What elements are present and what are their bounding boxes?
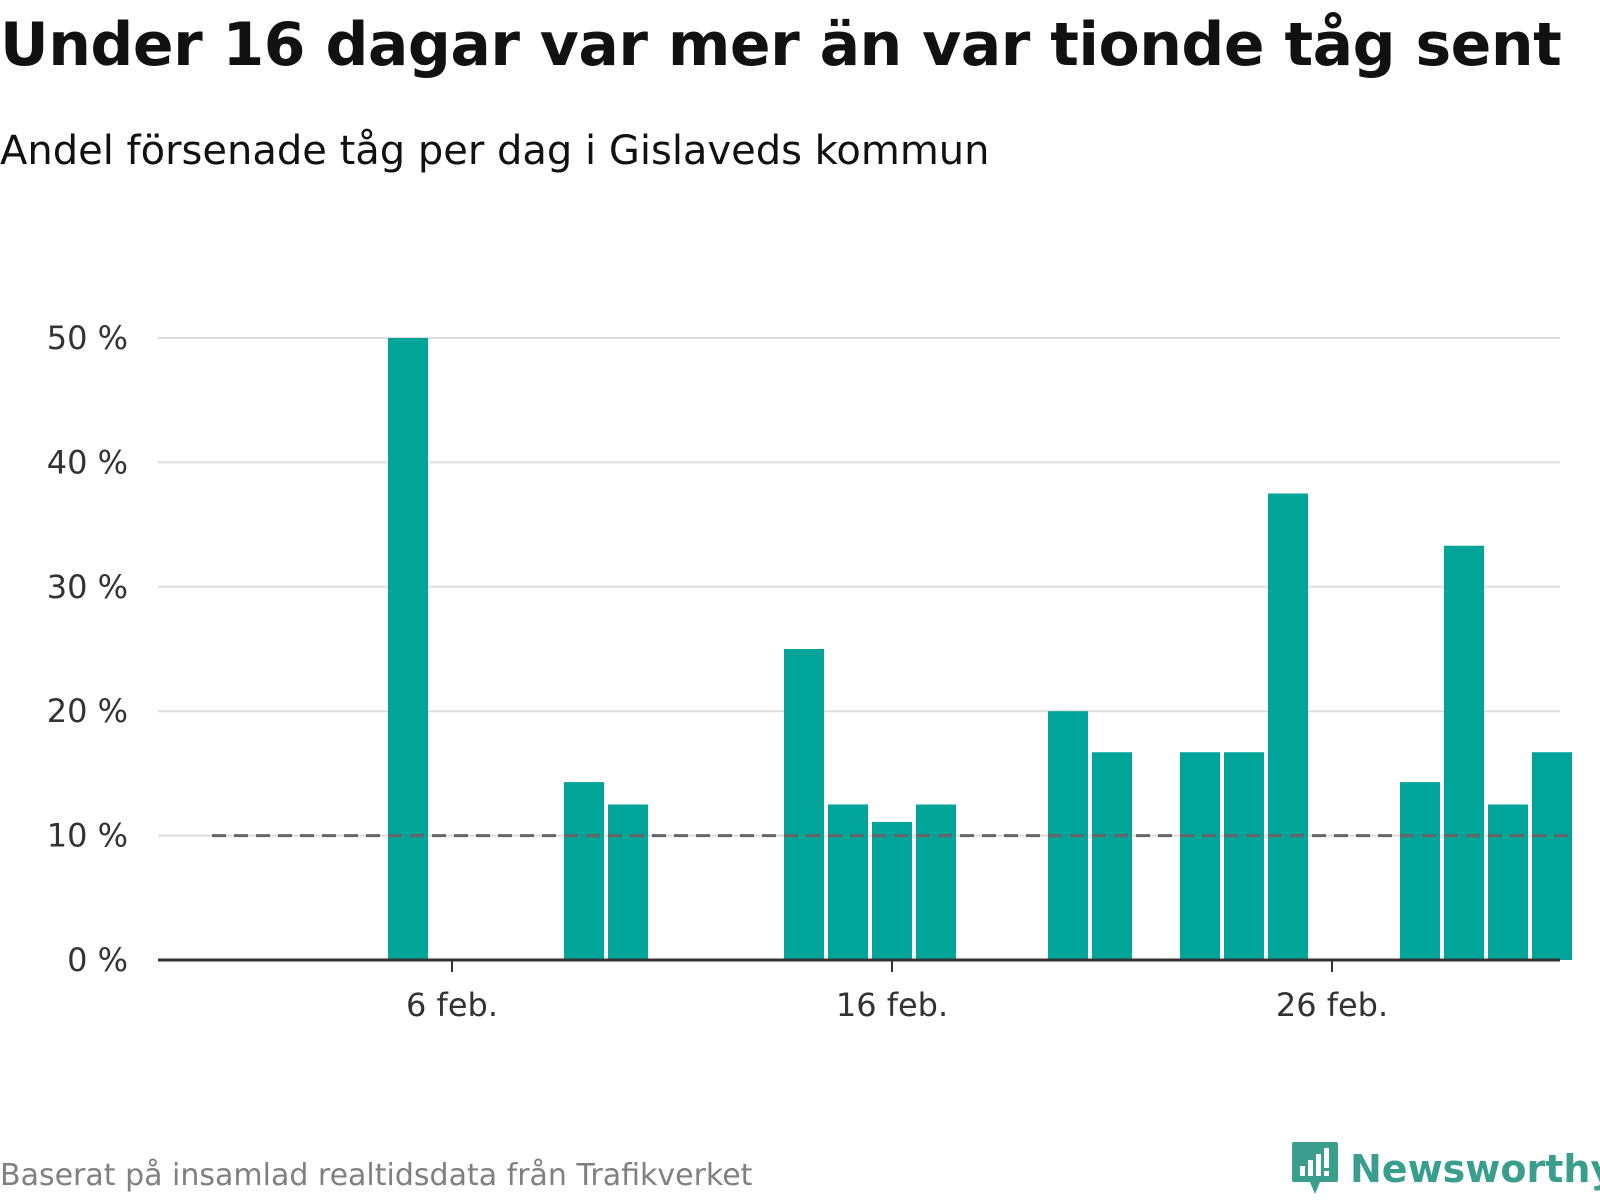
y-tick-label: 30 %	[47, 568, 128, 606]
chart-title: Under 16 dagar var mer än var tionde tåg…	[0, 10, 1562, 80]
bar	[1224, 752, 1264, 960]
bar	[1444, 545, 1484, 960]
bar	[1092, 752, 1132, 960]
source-note: Baserat på insamlad realtidsdata från Tr…	[0, 1158, 753, 1193]
bar	[916, 804, 956, 960]
y-axis-ticks: 0 % 10 % 20 % 30 % 40 % 50 %	[47, 319, 128, 979]
newsworthy-logo-text: Newsworthy	[1350, 1147, 1600, 1191]
bars	[388, 338, 1572, 960]
bar	[1268, 493, 1308, 960]
x-tick-label: 16 feb.	[836, 986, 948, 1024]
x-tick-label: 6 feb.	[406, 986, 498, 1024]
bar	[388, 338, 428, 960]
y-tick-label: 10 %	[47, 817, 128, 855]
newsworthy-logo-icon	[1292, 1142, 1338, 1194]
bar	[1532, 752, 1572, 960]
bar	[1180, 752, 1220, 960]
newsworthy-logo: Newsworthy	[1290, 1140, 1600, 1198]
y-tick-label: 50 %	[47, 319, 128, 357]
bar	[1400, 782, 1440, 960]
x-axis-ticks: 6 feb. 16 feb. 26 feb.	[406, 960, 1388, 1024]
bar	[828, 804, 868, 960]
y-tick-label: 40 %	[47, 443, 128, 481]
y-tick-label: 20 %	[47, 692, 128, 730]
bar	[872, 821, 912, 960]
bar	[1488, 804, 1528, 960]
bar	[564, 782, 604, 960]
bar	[784, 649, 824, 960]
y-tick-label: 0 %	[67, 941, 128, 979]
x-tick-label: 26 feb.	[1276, 986, 1388, 1024]
gridlines	[158, 337, 1560, 837]
chart-subtitle: Andel försenade tåg per dag i Gislaveds …	[0, 128, 990, 174]
bar	[608, 804, 648, 960]
